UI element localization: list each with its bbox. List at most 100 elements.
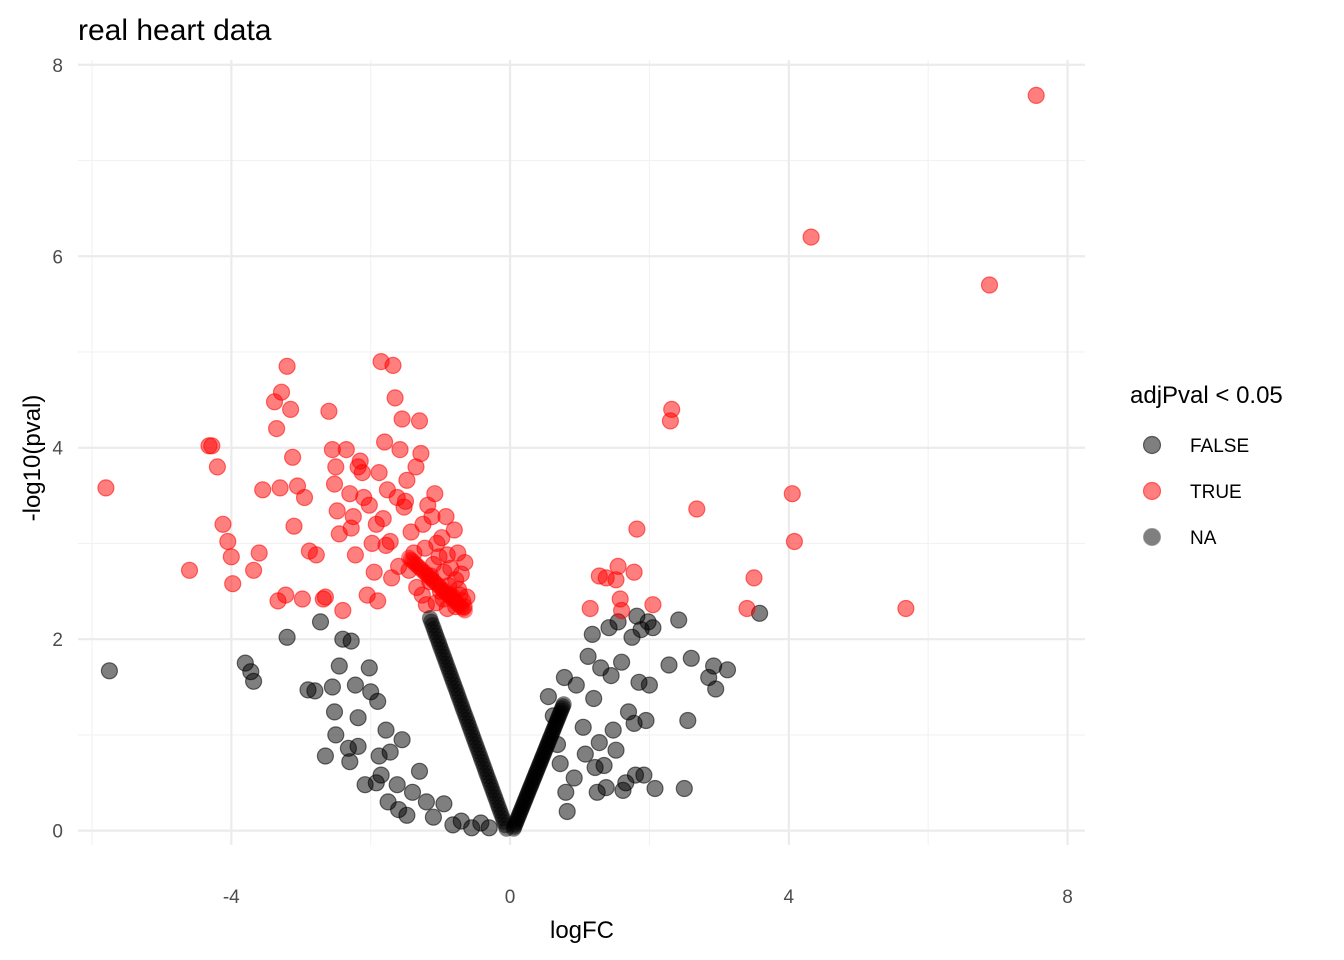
data-point-false: [576, 745, 594, 763]
data-point-true: [426, 485, 444, 503]
data-point-true: [456, 553, 474, 572]
axis-labels: -4 0 4 8 0 2 4 6 8: [52, 56, 1072, 908]
data-point-true: [581, 599, 599, 618]
data-point-true: [224, 575, 242, 593]
data-point-true: [214, 515, 232, 533]
data-point-true: [97, 479, 115, 497]
data-point-false: [670, 611, 688, 629]
data-point-true: [644, 596, 662, 614]
data-point-false: [682, 649, 700, 667]
data-point-false: [718, 661, 737, 679]
data-point-true: [328, 502, 346, 520]
data-point-false: [346, 676, 364, 694]
data-point-false: [707, 680, 725, 698]
data-point-true: [325, 475, 344, 493]
legend-key-na: [1142, 527, 1162, 547]
y-axis-title: -log10(pval): [19, 395, 46, 522]
data-point-true: [271, 479, 289, 497]
data-point-false: [604, 721, 622, 739]
data-point-false: [644, 619, 662, 637]
data-point-false: [574, 718, 592, 736]
data-point-true: [285, 517, 303, 535]
data-point-false: [646, 779, 664, 798]
data-point-true: [1027, 86, 1045, 105]
y-tick-label: 0: [52, 822, 63, 843]
data-point-true: [398, 471, 416, 489]
data-point-true: [327, 458, 345, 476]
data-point-false: [372, 766, 390, 784]
data-point-true: [374, 509, 392, 528]
data-point-true: [250, 544, 268, 562]
data-point-false: [602, 666, 620, 685]
data-point-true: [412, 444, 430, 463]
legend-title: adjPval < 0.05: [1130, 382, 1283, 409]
data-point-true: [391, 441, 409, 459]
data-point-false: [557, 783, 575, 801]
data-point-false: [311, 613, 330, 631]
data-point-false: [381, 743, 399, 761]
data-point-true: [738, 599, 756, 618]
data-point-false: [278, 628, 296, 646]
data-point-false: [398, 806, 416, 824]
data-point-false: [590, 733, 608, 752]
data-point-true: [365, 563, 383, 581]
y-tick-label: 6: [52, 247, 63, 268]
data-point-true: [433, 529, 451, 547]
data-point-false: [306, 682, 324, 700]
data-point-false: [679, 711, 697, 730]
data-point-true: [609, 557, 627, 576]
data-point-false: [612, 653, 631, 671]
data-point-true: [334, 601, 352, 620]
data-point-true: [219, 532, 237, 551]
legend: adjPval < 0.05 FALSE TRUE NA: [1130, 382, 1283, 549]
data-point-false: [327, 726, 345, 744]
data-point-true: [208, 458, 226, 476]
data-point-true: [307, 546, 325, 564]
data-point-false: [342, 632, 360, 650]
data-point-true: [663, 400, 681, 418]
legend-label-false: FALSE: [1190, 436, 1249, 457]
data-point-false: [369, 692, 387, 711]
data-point-true: [802, 228, 820, 246]
data-point-false: [637, 711, 655, 730]
data-point-true: [180, 561, 199, 579]
data-point-true: [277, 586, 295, 604]
data-point-false: [393, 731, 411, 749]
chart-title: real heart data: [78, 14, 272, 47]
data-point-false: [558, 802, 576, 821]
data-point-true: [272, 383, 291, 401]
x-tick-label: 0: [505, 887, 516, 908]
data-point-true: [353, 464, 371, 482]
data-point-false: [341, 753, 359, 771]
data-point-false: [567, 676, 585, 694]
data-point-false: [435, 795, 453, 813]
data-point-false: [421, 610, 438, 627]
data-point-false: [583, 625, 601, 644]
data-point-true: [344, 507, 362, 526]
data-point-false: [635, 766, 653, 784]
data-point-false: [539, 687, 558, 706]
data-point-true: [897, 599, 915, 618]
grid-lines: [78, 60, 1085, 845]
data-point-true: [254, 481, 272, 499]
data-point-false: [349, 737, 367, 756]
data-point-true: [360, 496, 378, 514]
data-point-true: [628, 520, 646, 538]
data-point-true: [245, 561, 263, 579]
data-point-false: [579, 647, 597, 666]
data-point-true: [369, 592, 387, 610]
data-point-false: [410, 762, 429, 780]
data-point-false: [424, 808, 442, 826]
data-point-false: [323, 678, 341, 696]
legend-key-true: [1142, 481, 1162, 501]
y-tick-label: 8: [52, 56, 63, 77]
data-point-true: [316, 588, 334, 606]
data-point-false: [330, 657, 348, 675]
data-point-true: [320, 402, 338, 420]
data-point-true: [625, 563, 643, 581]
data-point-true: [393, 410, 411, 428]
data-point-false: [100, 662, 119, 680]
data-point-true: [783, 485, 801, 503]
data-point-true: [612, 601, 631, 620]
data-point-true: [284, 448, 302, 466]
